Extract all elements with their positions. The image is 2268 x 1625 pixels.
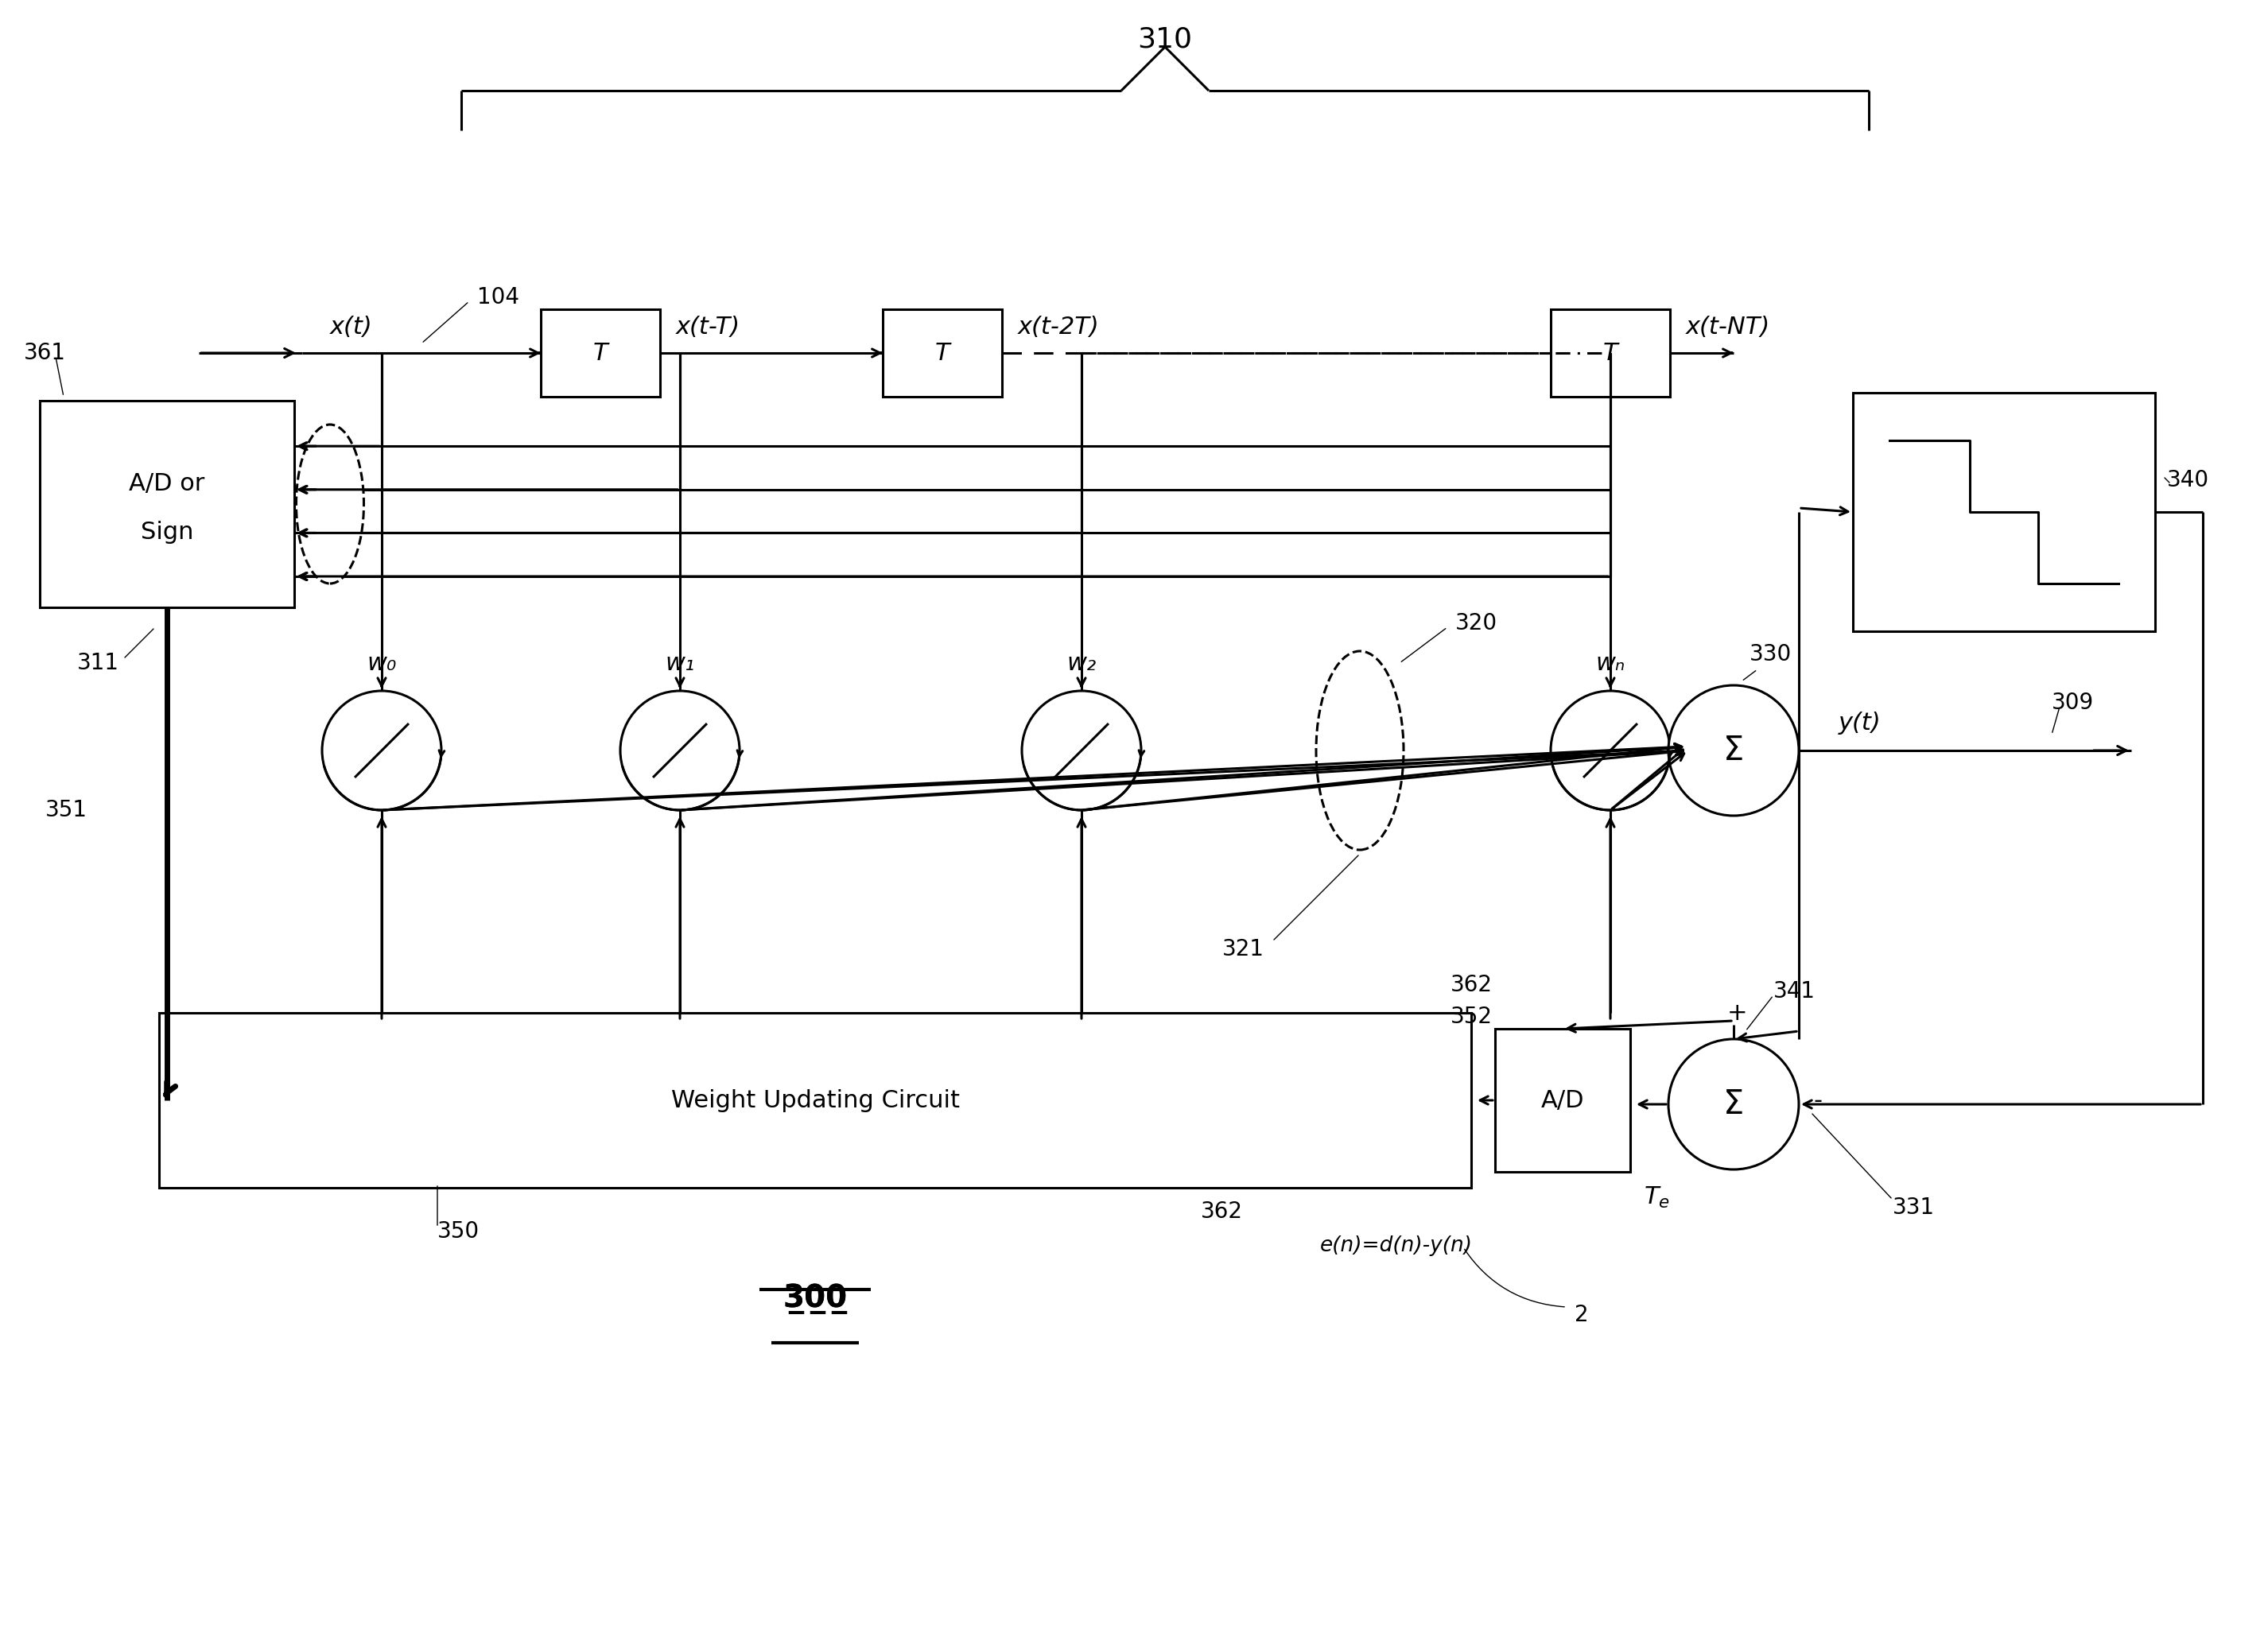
- Text: 310: 310: [1139, 26, 1193, 52]
- Text: 341: 341: [1774, 980, 1814, 1003]
- Text: 311: 311: [77, 652, 120, 674]
- Text: y(t): y(t): [1839, 712, 1882, 735]
- Text: 352: 352: [1449, 1006, 1492, 1029]
- Text: x(t-2T): x(t-2T): [1018, 315, 1100, 338]
- Text: 309: 309: [2053, 692, 2093, 713]
- Text: x(t-T): x(t-T): [676, 315, 739, 338]
- Text: T: T: [934, 341, 950, 364]
- Text: 320: 320: [1456, 613, 1497, 634]
- Text: 300: 300: [782, 1284, 848, 1313]
- Text: 2: 2: [1574, 1303, 1588, 1326]
- Text: w₀: w₀: [367, 652, 397, 674]
- Text: 361: 361: [25, 341, 66, 364]
- Bar: [41, 401, 295, 608]
- Circle shape: [1669, 1038, 1799, 1170]
- Text: 350: 350: [438, 1220, 479, 1243]
- Circle shape: [1023, 691, 1141, 811]
- Circle shape: [322, 691, 442, 811]
- Text: w₁: w₁: [665, 652, 694, 674]
- Text: $T_e$: $T_e$: [1644, 1185, 1669, 1211]
- Bar: [540, 309, 660, 396]
- Text: 362: 362: [1449, 973, 1492, 996]
- Text: 3̲0̲0̲: 3̲0̲0̲: [782, 1284, 848, 1313]
- Text: x(t-NT): x(t-NT): [1685, 315, 1771, 338]
- Text: 331: 331: [1894, 1196, 1935, 1219]
- Text: 330: 330: [1749, 644, 1792, 665]
- Text: -: -: [1812, 1089, 1821, 1112]
- Text: Σ: Σ: [1724, 1087, 1744, 1121]
- Text: 104: 104: [476, 286, 519, 309]
- Text: A/D: A/D: [1540, 1089, 1585, 1112]
- Text: Σ: Σ: [1724, 735, 1744, 767]
- Text: +: +: [1728, 1001, 1749, 1025]
- Text: A/D or: A/D or: [129, 473, 204, 496]
- Text: T: T: [1603, 341, 1617, 364]
- Circle shape: [619, 691, 739, 811]
- Bar: [159, 1012, 1472, 1188]
- Text: w₂: w₂: [1066, 652, 1095, 674]
- Text: 362: 362: [1200, 1201, 1243, 1222]
- Text: 340: 340: [2166, 470, 2209, 491]
- Ellipse shape: [297, 424, 363, 583]
- Text: Sign: Sign: [141, 520, 193, 543]
- Text: 351: 351: [45, 800, 88, 821]
- Bar: [1495, 1029, 1631, 1172]
- Bar: [1551, 309, 1669, 396]
- Text: 321: 321: [1222, 938, 1266, 960]
- Text: Weight Updating Circuit: Weight Updating Circuit: [671, 1089, 959, 1112]
- Circle shape: [1551, 691, 1669, 811]
- Text: wₙ: wₙ: [1597, 652, 1626, 674]
- Text: x(t): x(t): [331, 315, 372, 338]
- Circle shape: [1669, 686, 1799, 816]
- Ellipse shape: [1315, 652, 1404, 850]
- Text: T: T: [592, 341, 608, 364]
- Bar: [882, 309, 1002, 396]
- Text: e(n)=d(n)-y(n): e(n)=d(n)-y(n): [1320, 1235, 1472, 1256]
- Bar: [1853, 393, 2155, 630]
